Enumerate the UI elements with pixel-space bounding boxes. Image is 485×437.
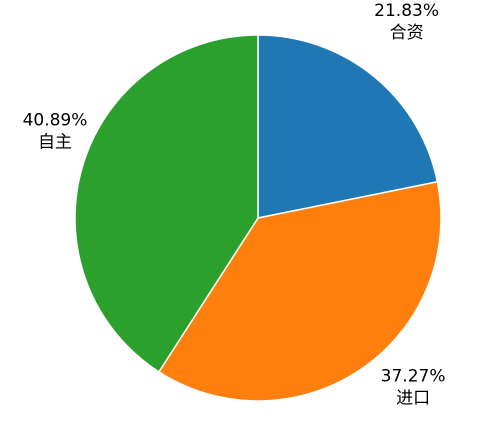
pie-value-label-1: 21.83% (374, 1, 439, 21)
pie-category-label-2: 进口 (396, 388, 430, 408)
pie-category-label-1: 合资 (390, 23, 424, 43)
pie-category-label-3: 自主 (38, 132, 72, 152)
pie-labels: 21.83%合资 37.27%进口 40.89%自主 (23, 1, 446, 408)
pie-slice-1 (257, 34, 439, 219)
pie-value-label-3: 40.89% (23, 110, 88, 130)
pie-slice-2 (157, 180, 442, 402)
pie-value-label-2: 37.27% (381, 366, 446, 386)
pie-slices (74, 34, 442, 402)
pie-slice-3 (74, 34, 259, 373)
